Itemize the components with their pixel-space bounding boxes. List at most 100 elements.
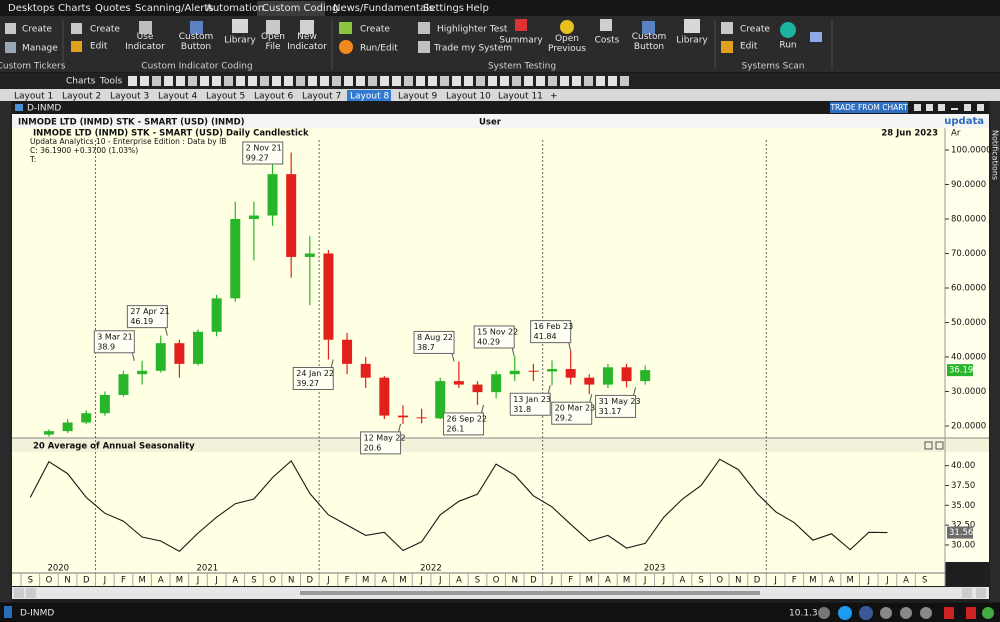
label-line[interactable]: New bbox=[297, 32, 317, 42]
panel-control[interactable] bbox=[935, 441, 944, 450]
candle-body bbox=[304, 253, 315, 257]
year-label: 2023 bbox=[644, 564, 666, 574]
tab[interactable]: Layout 7 bbox=[302, 92, 341, 102]
series-line bbox=[29, 458, 888, 552]
label-line[interactable]: Open bbox=[261, 32, 285, 42]
ribbon-button[interactable]: Costs bbox=[595, 36, 620, 46]
toolbar-item[interactable]: Tools bbox=[99, 77, 122, 87]
toolbar-icon bbox=[176, 76, 185, 86]
ribbon-button[interactable]: Custom Button bbox=[632, 32, 666, 52]
toolbar-icon bbox=[272, 76, 281, 86]
ribbon-button[interactable]: Trade my System bbox=[433, 44, 512, 54]
candle-body bbox=[416, 417, 427, 419]
ribbon-button[interactable]: New Indicator bbox=[287, 32, 327, 52]
y-tick-label: 30.0000 bbox=[951, 387, 986, 397]
ribbon-button[interactable]: Run/Edit bbox=[360, 44, 398, 54]
ribbon-button[interactable]: Edit bbox=[740, 42, 758, 52]
ribbon-button[interactable]: Summary bbox=[499, 36, 543, 46]
ribbon-button[interactable]: Create bbox=[740, 25, 770, 35]
tab[interactable]: Layout 11 bbox=[498, 92, 543, 102]
trade-button-label[interactable]: TRADE FROM CHART bbox=[829, 103, 907, 112]
annotation-date: 3 Mar 21 bbox=[97, 332, 132, 341]
month-label: N bbox=[512, 576, 518, 586]
label-line[interactable]: Button bbox=[634, 42, 664, 52]
zoom-button[interactable] bbox=[14, 588, 24, 598]
month-label: J bbox=[867, 576, 871, 586]
month-label: A bbox=[232, 576, 238, 586]
tab-add[interactable]: + bbox=[550, 92, 558, 102]
annotation-date: 27 Apr 21 bbox=[130, 307, 169, 316]
y-tick-label: 37.50 bbox=[951, 481, 975, 491]
tab[interactable]: Layout 3 bbox=[110, 92, 149, 102]
tab[interactable]: Layout 10 bbox=[446, 92, 491, 102]
zoom-button[interactable] bbox=[976, 588, 986, 598]
zoom-button[interactable] bbox=[962, 588, 972, 598]
candle-body bbox=[453, 381, 464, 385]
scroll-thumb[interactable] bbox=[300, 591, 760, 595]
menu-item[interactable]: Settings bbox=[423, 3, 464, 14]
toolbar-icon bbox=[404, 76, 413, 86]
tab[interactable]: Layout 8 bbox=[350, 92, 389, 102]
y-tick-label: 32.50 bbox=[951, 521, 975, 531]
tab[interactable]: Layout 1 bbox=[14, 92, 53, 102]
ribbon-icons bbox=[5, 19, 822, 54]
side-label[interactable]: Notifications bbox=[991, 130, 1000, 180]
tab[interactable]: Layout 2 bbox=[62, 92, 101, 102]
month-label: M bbox=[176, 576, 183, 586]
zoom-button[interactable] bbox=[26, 588, 36, 598]
status-version: 10.1.3 bbox=[789, 609, 818, 619]
label-line[interactable]: Use bbox=[137, 32, 154, 42]
ribbon-button[interactable]: Use Indicator bbox=[125, 32, 165, 52]
menu-item[interactable]: Custom Coding bbox=[262, 3, 338, 14]
ribbon-button[interactable]: Run bbox=[779, 41, 796, 51]
label-line[interactable]: Previous bbox=[548, 44, 586, 54]
toolbar-icon bbox=[164, 76, 173, 86]
month-label: A bbox=[903, 576, 909, 586]
menu-item[interactable]: Desktops bbox=[8, 3, 54, 14]
annotation-date: 24 Jan 22 bbox=[296, 369, 334, 378]
ribbon-button[interactable]: Create bbox=[22, 25, 52, 35]
tab[interactable]: Layout 9 bbox=[398, 92, 437, 102]
menu-item[interactable]: Charts bbox=[58, 3, 91, 14]
ribbon-button[interactable]: Custom Button bbox=[179, 32, 213, 52]
label-line[interactable]: Button bbox=[181, 42, 211, 52]
menu-item[interactable]: Automation bbox=[206, 3, 264, 14]
axis-mode: Ar bbox=[951, 129, 961, 139]
candle-body bbox=[118, 374, 129, 395]
toolbar-icon bbox=[284, 76, 293, 86]
ribbon-button[interactable]: Library bbox=[676, 36, 708, 46]
label-line[interactable]: Indicator bbox=[287, 42, 327, 52]
ribbon-button[interactable]: Library bbox=[224, 36, 256, 46]
label-line[interactable]: Custom bbox=[179, 32, 213, 42]
menu-item[interactable]: Quotes bbox=[95, 3, 131, 14]
annotation-value: 46.19 bbox=[130, 317, 153, 326]
ribbon-button[interactable]: Create bbox=[360, 25, 390, 35]
trade-button[interactable] bbox=[830, 102, 908, 113]
status-bar bbox=[0, 603, 1000, 622]
label-line[interactable]: Open bbox=[555, 34, 579, 44]
ribbon-button[interactable]: Edit bbox=[90, 42, 108, 52]
menu-item[interactable]: News/Fundamentals bbox=[333, 3, 434, 14]
label-line[interactable]: Custom bbox=[632, 32, 666, 42]
ribbon bbox=[0, 16, 1000, 72]
ribbon-button[interactable]: Manage bbox=[22, 44, 58, 54]
ribbon-button[interactable]: Open File bbox=[261, 32, 285, 52]
label-line[interactable]: File bbox=[265, 42, 281, 52]
menu-item[interactable]: Scanning/Alerts bbox=[135, 3, 214, 14]
month-label: A bbox=[605, 576, 611, 586]
ribbon-button[interactable]: Highlighter Test bbox=[437, 25, 508, 35]
panel-control[interactable] bbox=[924, 441, 933, 450]
info-line: Updata Analytics 10 - Enterprise Edition… bbox=[30, 137, 226, 146]
label-line[interactable]: Indicator bbox=[125, 42, 165, 52]
status-title[interactable]: D-INMD bbox=[20, 609, 54, 619]
toolbar-item[interactable]: Charts bbox=[66, 77, 96, 87]
ribbon-button[interactable]: Open Previous bbox=[548, 34, 586, 54]
annotation-leader bbox=[633, 387, 637, 396]
tab[interactable]: Layout 4 bbox=[158, 92, 197, 102]
ribbon-button[interactable]: Create bbox=[90, 25, 120, 35]
last-price-box bbox=[947, 364, 973, 377]
menu-item[interactable]: Help bbox=[466, 3, 489, 14]
tab[interactable]: Layout 5 bbox=[206, 92, 245, 102]
tab[interactable]: Layout 6 bbox=[254, 92, 293, 102]
window-controls bbox=[914, 104, 984, 111]
